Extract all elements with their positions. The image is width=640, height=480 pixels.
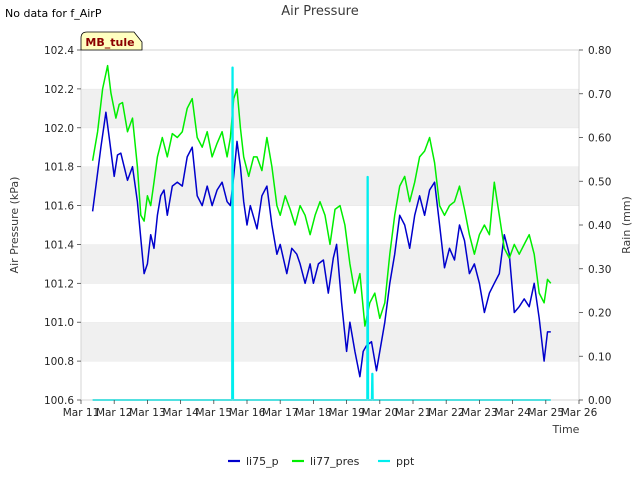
y-axis-label: Air Pressure (kPa): [8, 177, 21, 274]
series-lines: [91, 64, 552, 401]
x-tick-label: Mar 26: [561, 407, 598, 419]
legend-label: li77_pres: [310, 455, 360, 468]
y-tick-label: 102.4: [44, 45, 74, 57]
y-tick-label: 101.2: [44, 278, 74, 290]
y2-tick-label: 0.60: [588, 133, 611, 145]
y2-tick-label: 0.80: [588, 45, 611, 57]
grid-band: [81, 166, 579, 206]
y2-tick-label: 0.00: [588, 395, 611, 407]
y2-tick-label: 0.70: [588, 89, 611, 101]
legend: li75_p li77_pres ppt: [228, 455, 415, 468]
y-tick-label: 102.0: [44, 123, 74, 135]
y-axis-right: 0.00 0.10 0.20 0.30 0.40 0.50 0.60 0.70 0.80: [579, 45, 611, 407]
x-tick-label: Mar 16: [229, 407, 266, 419]
y-tick-label: 102.2: [44, 84, 74, 96]
y2-axis-label: Rain (mm): [620, 196, 633, 254]
series-li77-pres: [91, 64, 552, 327]
legend-item-ppt: ppt: [378, 455, 415, 468]
x-tick-label: Mar 21: [395, 407, 432, 419]
y-axis-left: 100.6 100.8 101.0 101.2 101.4 101.6 101.8 102.0…: [44, 45, 81, 407]
x-tick-label: Mar 24: [494, 407, 531, 419]
x-tick-label: Mar 17: [262, 407, 299, 419]
series-li75-p: [91, 111, 551, 378]
legend-label: li75_p: [246, 455, 279, 468]
grid-band: [81, 88, 579, 128]
x-tick-label: Mar 25: [528, 407, 565, 419]
x-tick-label: Mar 14: [162, 407, 199, 419]
y2-tick-label: 0.30: [588, 264, 611, 276]
grid-bands: [81, 49, 579, 400]
legend-item-li77-pres: li77_pres: [292, 455, 360, 468]
x-tick-label: Mar 11: [63, 407, 100, 419]
series-ppt: [92, 66, 551, 401]
x-axis-label: Time: [552, 423, 580, 436]
y-tick-label: 101.4: [44, 239, 74, 251]
grid-band: [81, 361, 579, 400]
legend-label: ppt: [396, 455, 415, 468]
grid-band: [81, 283, 579, 323]
x-tick-label: Mar 20: [362, 407, 399, 419]
legend-item-li75-p: li75_p: [228, 455, 279, 468]
no-data-note: No data for f_AirP: [5, 7, 102, 20]
site-label-background: [80, 31, 143, 51]
y-tick-label: 100.8: [44, 356, 74, 368]
y-tick-label: 101.8: [44, 162, 74, 174]
x-tick-label: Mar 15: [196, 407, 233, 419]
x-tick-label: Mar 18: [295, 407, 332, 419]
grid-band: [81, 205, 579, 245]
y2-tick-label: 0.10: [588, 351, 611, 363]
x-tick-label: Mar 12: [96, 407, 133, 419]
grid-band: [81, 127, 579, 167]
x-tick-label: Mar 19: [328, 407, 365, 419]
grid-band: [81, 322, 579, 362]
site-label: MB_tule: [85, 36, 134, 49]
grid-band: [81, 50, 579, 89]
x-tick-label: Mar 23: [461, 407, 498, 419]
y2-tick-label: 0.50: [588, 176, 611, 188]
chart-title: Air Pressure: [281, 4, 359, 19]
y-tick-label: 101.0: [44, 317, 74, 329]
x-tick-label: Mar 13: [129, 407, 166, 419]
y2-tick-label: 0.40: [588, 220, 611, 232]
site-label-box: MB_tule: [80, 31, 143, 51]
y-tick-label: 101.6: [44, 201, 74, 213]
y-tick-label: 100.6: [44, 395, 74, 407]
x-tick-label: Mar 22: [428, 407, 465, 419]
y2-tick-label: 0.20: [588, 308, 611, 320]
